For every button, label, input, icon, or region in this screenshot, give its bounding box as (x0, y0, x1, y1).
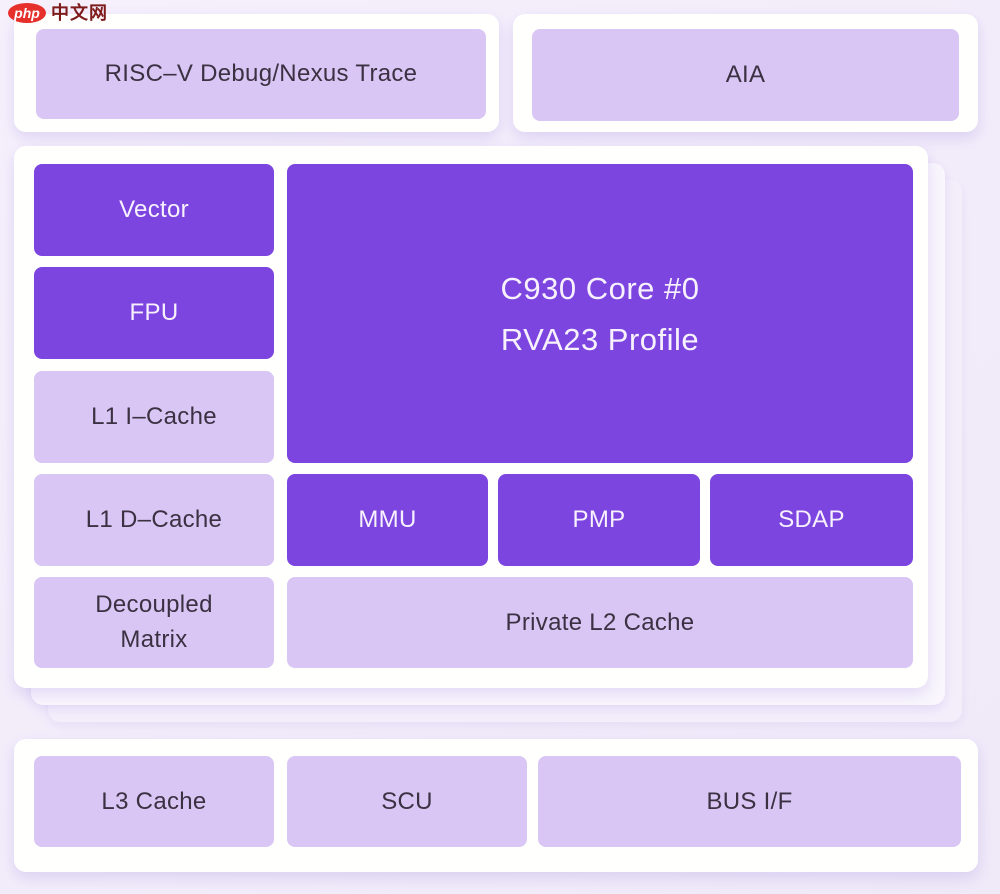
aia-block: AIA (532, 29, 959, 121)
pmp-block: PMP (498, 474, 700, 566)
aia-card: AIA (513, 14, 978, 132)
l1-dcache-block: L1 D–Cache (34, 474, 274, 566)
decoupled-matrix-block: Decoupled Matrix (34, 577, 274, 668)
risc-v-debug-nexus-trace-block: RISC–V Debug/Nexus Trace (36, 29, 486, 119)
sdap-block: SDAP (710, 474, 913, 566)
fpu-block: FPU (34, 267, 274, 359)
bus-interface-block: BUS I/F (538, 756, 961, 847)
l1-icache-block: L1 I–Cache (34, 371, 274, 463)
l3-cache-block: L3 Cache (34, 756, 274, 847)
php-logo-badge: php (8, 3, 46, 23)
c930-core-block: C930 Core #0 RVA23 Profile (287, 164, 913, 463)
private-l2-cache-block: Private L2 Cache (287, 577, 913, 668)
php-cn-logo: php 中文网 (8, 2, 108, 24)
mmu-block: MMU (287, 474, 488, 566)
debug-trace-card: RISC–V Debug/Nexus Trace (14, 14, 499, 132)
php-cn-site-name: 中文网 (51, 3, 108, 23)
scu-block: SCU (287, 756, 527, 847)
uncore-card: L3 Cache SCU BUS I/F (14, 739, 978, 872)
vector-block: Vector (34, 164, 274, 256)
core-cluster-card: Vector FPU L1 I–Cache L1 D–Cache Decoupl… (14, 146, 928, 688)
c930-core-title-line1: C930 Core #0 (500, 270, 700, 306)
c930-core-title-line2: RVA23 Profile (500, 321, 700, 357)
